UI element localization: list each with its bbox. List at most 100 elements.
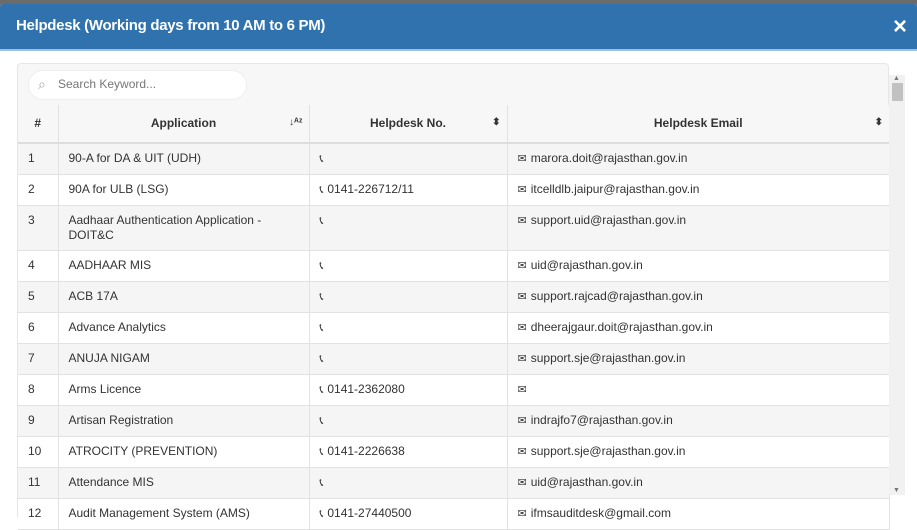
envelope-icon: ✉︎ (517, 184, 527, 196)
phone-icon: 📞︎ (319, 322, 324, 334)
scrollbar-thumb[interactable] (892, 83, 903, 101)
search-input[interactable] (58, 77, 238, 91)
helpdesk-phone: 📞︎ (309, 343, 508, 375)
helpdesk-phone: 📞︎ (309, 250, 508, 282)
phone-icon: 📞︎ (319, 508, 324, 520)
helpdesk-email: ✉︎ support.sje@rajasthan.gov.in (507, 436, 890, 468)
scrollbar[interactable]: ▲ ▼ (889, 75, 905, 495)
email-address[interactable]: support.sje@rajasthan.gov.in (530, 444, 686, 458)
row-number: 8 (18, 374, 59, 406)
table-row: 11 Attendance MIS 📞︎ ✉︎ uid@rajasthan.gov… (18, 467, 890, 499)
table-row: 10 ATROCITY (PREVENTION) 📞︎ 0141-2226638 … (18, 436, 890, 468)
column-header-helpdesk-no[interactable]: Helpdesk No. ⬍ (309, 105, 508, 144)
row-number: 6 (18, 312, 59, 344)
sort-icon[interactable]: ⬍ (874, 117, 883, 128)
email-address[interactable]: support.uid@rajasthan.gov.in (530, 213, 687, 227)
scroll-down-arrow-icon[interactable]: ▼ (893, 487, 900, 494)
phone-icon: 📞︎ (319, 415, 324, 427)
phone-icon: 📞︎ (319, 446, 324, 458)
helpdesk-email: ✉︎ marora.doit@rajasthan.gov.in (507, 143, 890, 175)
helpdesk-email: ✉︎ (507, 374, 890, 406)
phone-number: 0141-2226638 (327, 444, 405, 458)
phone-icon: 📞︎ (319, 353, 324, 365)
modal-header: Helpdesk (Working days from 10 AM to 6 P… (0, 4, 917, 51)
sort-icon[interactable]: ⬍ (492, 117, 501, 128)
search-box[interactable]: ⌕ (28, 70, 247, 100)
modal-title: Helpdesk (Working days from 10 AM to 6 P… (16, 17, 326, 34)
table-row: 2 90A for ULB (LSG) 📞︎ 0141-226712/11 ✉︎ i… (18, 174, 890, 206)
search-icon: ⌕ (38, 76, 46, 92)
email-address[interactable]: dheerajgaur.doit@rajasthan.gov.in (530, 320, 713, 334)
helpdesk-email: ✉︎ itcelldlb.jaipur@rajasthan.gov.in (507, 174, 890, 206)
email-address[interactable]: uid@rajasthan.gov.in (530, 475, 643, 489)
table-row: 9 Artisan Registration 📞︎ ✉︎ indrajfo7@ra… (18, 405, 890, 437)
application-name: ANUJA NIGAM (58, 343, 310, 375)
table-row: 1 90-A for DA & UIT (UDH) 📞︎ ✉︎ marora.do… (18, 143, 890, 175)
phone-icon: 📞︎ (319, 384, 324, 396)
application-name: Aadhaar Authentication Application - DOI… (58, 205, 310, 251)
phone-icon: 📞︎ (319, 153, 324, 165)
column-header-application[interactable]: Application ↓ᴬᶻ (58, 105, 310, 144)
scroll-up-arrow-icon[interactable]: ▲ (893, 75, 900, 82)
table-row: 3 Aadhaar Authentication Application - D… (18, 205, 890, 251)
table-row: 8 Arms Licence 📞︎ 0141-2362080 ✉︎ (18, 374, 890, 406)
email-address[interactable]: indrajfo7@rajasthan.gov.in (530, 413, 673, 427)
application-name: Attendance MIS (58, 467, 310, 499)
helpdesk-email: ✉︎ support.uid@rajasthan.gov.in (507, 205, 890, 251)
phone-icon: 📞︎ (319, 184, 324, 196)
envelope-icon: ✉︎ (517, 153, 527, 165)
application-name: 90A for ULB (LSG) (58, 174, 310, 206)
helpdesk-email: ✉︎ uid@rajasthan.gov.in (507, 467, 890, 499)
helpdesk-email: ✉︎ dheerajgaur.doit@rajasthan.gov.in (507, 312, 890, 344)
column-header-number[interactable]: # (18, 105, 59, 144)
table-container: ⌕ # Application ↓ᴬᶻ Helpdesk No. ⬍ Helpdes… (17, 63, 890, 530)
helpdesk-email: ✉︎ support.rajcad@rajasthan.gov.in (507, 281, 890, 313)
row-number: 1 (18, 143, 59, 175)
row-number: 5 (18, 281, 59, 313)
helpdesk-phone: 📞︎ (309, 467, 508, 499)
application-name: ATROCITY (PREVENTION) (58, 436, 310, 468)
phone-number: 0141-27440500 (327, 506, 412, 520)
row-number: 10 (18, 436, 59, 468)
table-row: 7 ANUJA NIGAM 📞︎ ✉︎ support.sje@rajasthan… (18, 343, 890, 375)
helpdesk-phone: 📞︎ 0141-226712/11 (309, 174, 508, 206)
row-number: 11 (18, 467, 59, 499)
helpdesk-phone: 📞︎ (309, 405, 508, 437)
envelope-icon: ✉︎ (517, 446, 527, 458)
email-address[interactable]: support.sje@rajasthan.gov.in (530, 351, 686, 365)
envelope-icon: ✉︎ (517, 291, 527, 303)
envelope-icon: ✉︎ (517, 260, 527, 272)
phone-icon: 📞︎ (319, 215, 324, 227)
application-name: Arms Licence (58, 374, 310, 406)
helpdesk-phone: 📞︎ (309, 312, 508, 344)
table-row: 12 Audit Management System (AMS) 📞︎ 0141-… (18, 498, 890, 530)
envelope-icon: ✉︎ (517, 508, 527, 520)
email-address[interactable]: marora.doit@rajasthan.gov.in (530, 151, 688, 165)
envelope-icon: ✉︎ (517, 415, 527, 427)
table-row: 6 Advance Analytics 📞︎ ✉︎ dheerajgaur.doi… (18, 312, 890, 344)
table-row: 5 ACB 17A 📞︎ ✉︎ support.rajcad@rajasthan.… (18, 281, 890, 313)
envelope-icon: ✉︎ (517, 215, 527, 227)
application-name: Audit Management System (AMS) (58, 498, 310, 530)
column-header-helpdesk-email[interactable]: Helpdesk Email ⬍ (507, 105, 890, 144)
helpdesk-email: ✉︎ indrajfo7@rajasthan.gov.in (507, 405, 890, 437)
close-icon[interactable]: × (892, 13, 907, 40)
helpdesk-phone: 📞︎ 0141-2226638 (309, 436, 508, 468)
row-number: 7 (18, 343, 59, 375)
email-address[interactable]: uid@rajasthan.gov.in (530, 258, 643, 272)
phone-icon: 📞︎ (319, 477, 324, 489)
background-page (0, 0, 917, 6)
helpdesk-email: ✉︎ support.sje@rajasthan.gov.in (507, 343, 890, 375)
email-address[interactable]: itcelldlb.jaipur@rajasthan.gov.in (530, 182, 700, 196)
column-label: Helpdesk Email (653, 116, 743, 130)
envelope-icon: ✉︎ (517, 353, 527, 365)
sort-alpha-asc-icon[interactable]: ↓ᴬᶻ (289, 117, 303, 128)
email-address[interactable]: support.rajcad@rajasthan.gov.in (530, 289, 703, 303)
phone-icon: 📞︎ (319, 291, 324, 303)
row-number: 12 (18, 498, 59, 530)
table-row: 4 AADHAAR MIS 📞︎ ✉︎ uid@rajasthan.gov.in (18, 250, 890, 282)
application-name: AADHAAR MIS (58, 250, 310, 282)
envelope-icon: ✉︎ (517, 322, 527, 334)
helpdesk-phone: 📞︎ (309, 205, 508, 251)
email-address[interactable]: ifmsauditdesk@gmail.com (530, 506, 671, 520)
